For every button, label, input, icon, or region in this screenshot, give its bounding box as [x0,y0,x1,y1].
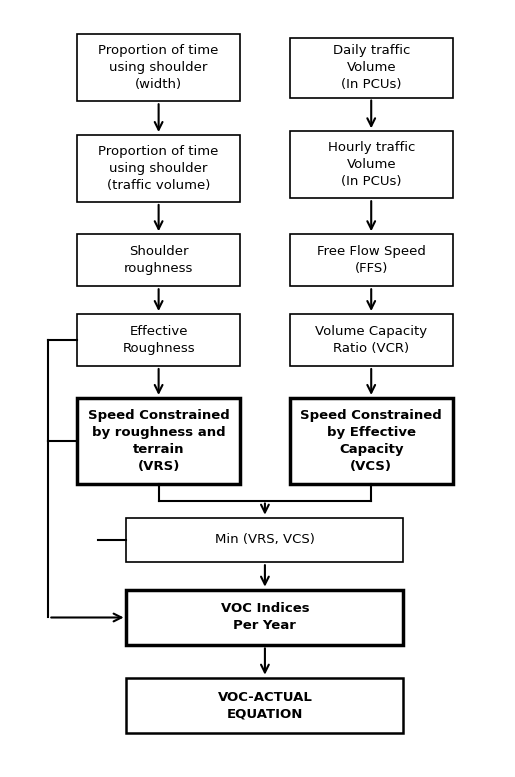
Text: Volume Capacity
Ratio (VCR): Volume Capacity Ratio (VCR) [315,325,427,355]
Text: Free Flow Speed
(FFS): Free Flow Speed (FFS) [317,246,426,275]
FancyBboxPatch shape [127,590,403,646]
FancyBboxPatch shape [127,678,403,733]
FancyBboxPatch shape [77,234,240,286]
FancyBboxPatch shape [289,234,453,286]
Text: Effective
Roughness: Effective Roughness [122,325,195,355]
Text: VOC Indices
Per Year: VOC Indices Per Year [220,602,309,632]
FancyBboxPatch shape [289,314,453,366]
Text: Shoulder
roughness: Shoulder roughness [124,246,193,275]
Text: Speed Constrained
by roughness and
terrain
(VRS): Speed Constrained by roughness and terra… [88,409,230,472]
FancyBboxPatch shape [77,34,240,101]
Text: Daily traffic
Volume
(In PCUs): Daily traffic Volume (In PCUs) [333,44,410,91]
Text: Hourly traffic
Volume
(In PCUs): Hourly traffic Volume (In PCUs) [328,141,415,188]
Text: VOC-ACTUAL
EQUATION: VOC-ACTUAL EQUATION [217,691,313,720]
FancyBboxPatch shape [127,517,403,563]
FancyBboxPatch shape [289,38,453,98]
Text: Proportion of time
using shoulder
(width): Proportion of time using shoulder (width… [98,44,219,91]
FancyBboxPatch shape [289,398,453,483]
Text: Min (VRS, VCS): Min (VRS, VCS) [215,534,315,546]
FancyBboxPatch shape [77,398,240,483]
Text: Proportion of time
using shoulder
(traffic volume): Proportion of time using shoulder (traff… [98,145,219,192]
FancyBboxPatch shape [289,131,453,198]
Text: Speed Constrained
by Effective
Capacity
(VCS): Speed Constrained by Effective Capacity … [300,409,442,472]
FancyBboxPatch shape [77,135,240,202]
FancyBboxPatch shape [77,314,240,366]
